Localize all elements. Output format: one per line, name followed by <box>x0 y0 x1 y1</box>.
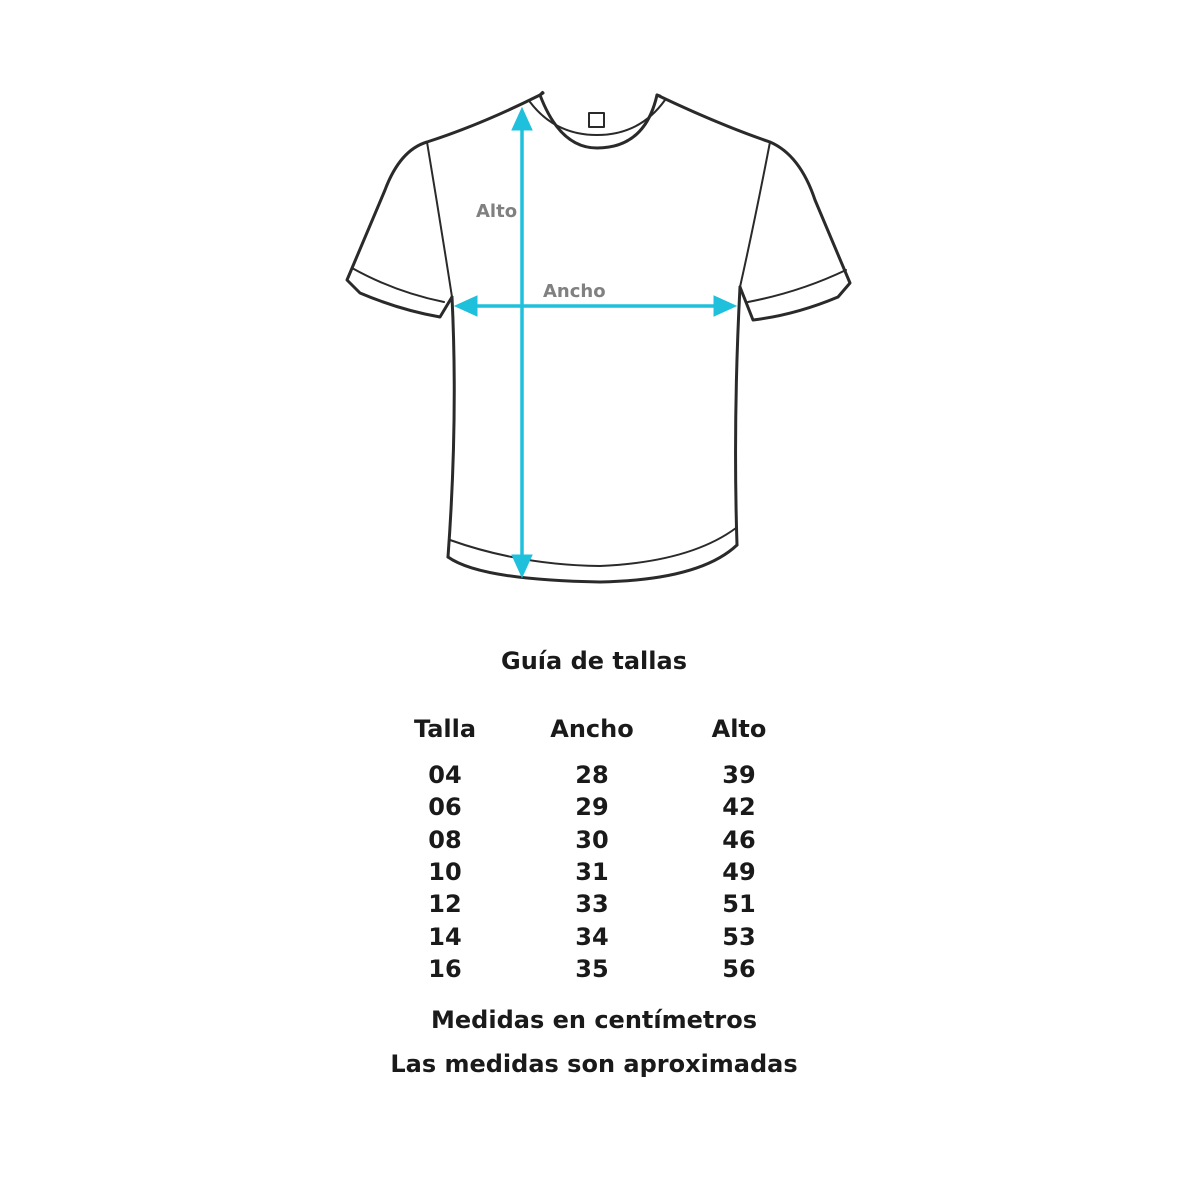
tshirt-outline <box>345 91 852 584</box>
cell-size: 16 <box>428 954 462 983</box>
tshirt-measurement-diagram: Alto Ancho <box>345 91 852 584</box>
cell-height: 51 <box>722 890 756 919</box>
cell-height: 42 <box>722 793 756 822</box>
height-arrow-top-head <box>511 106 533 131</box>
cell-width: 28 <box>575 761 609 789</box>
cell-size: 06 <box>428 793 462 822</box>
height-label: Alto <box>476 201 517 222</box>
width-label: Ancho <box>543 281 606 302</box>
cell-width: 33 <box>575 890 609 919</box>
header-size: Talla <box>413 715 477 743</box>
cell-size: 12 <box>428 890 462 919</box>
cell-height: 53 <box>722 922 756 951</box>
cell-width: 30 <box>575 825 609 854</box>
cell-height: 56 <box>722 954 756 983</box>
width-arrow-right-head <box>713 295 738 317</box>
cell-size: 14 <box>428 922 462 951</box>
measurement-arrows <box>453 106 738 579</box>
width-arrow-left-head <box>453 295 478 317</box>
cell-height: 39 <box>722 761 756 789</box>
cell-width: 34 <box>575 922 609 951</box>
units-note: Medidas en centímetros <box>431 1006 757 1034</box>
height-arrow-bottom-head <box>511 554 533 579</box>
cell-size: 04 <box>428 761 462 789</box>
header-width: Ancho <box>550 715 634 743</box>
cell-size: 10 <box>428 857 462 886</box>
size-guide-title: Guía de tallas <box>501 647 687 675</box>
cell-height: 49 <box>722 857 756 886</box>
cell-height: 46 <box>722 825 756 854</box>
cell-width: 31 <box>575 857 609 886</box>
cell-width: 29 <box>575 793 609 822</box>
cell-width: 35 <box>575 954 609 983</box>
cell-size: 08 <box>428 825 462 854</box>
approx-note: Las medidas son aproximadas <box>390 1050 798 1078</box>
header-height: Alto <box>711 715 767 743</box>
